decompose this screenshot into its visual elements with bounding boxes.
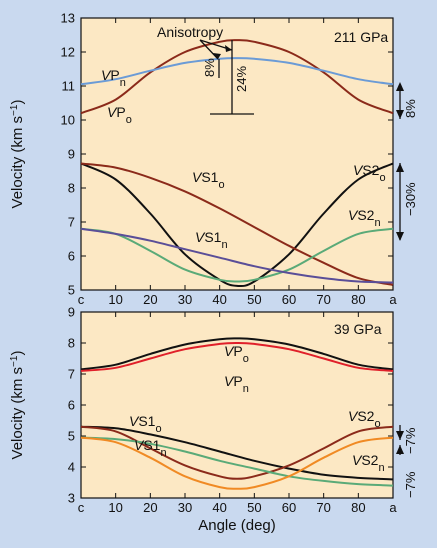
curve-label-top-VS2o: VS2o <box>353 162 386 184</box>
y-tick-label: 5 <box>68 429 75 444</box>
top-x-ticks: c 10 20 30 40 50 60 70 80 a <box>78 18 397 307</box>
x-tick-label: 50 <box>247 292 261 307</box>
anisotropy-arrowhead-a <box>213 53 221 59</box>
curve-labels: VPnVPoVS1oVS2oVS1nVS2nVPoVPnVS1oVS1nVS2o… <box>101 67 386 474</box>
x-tick-label: c <box>78 500 85 515</box>
anisotropy-pct-b: 24% <box>234 66 249 92</box>
x-tick-label: 80 <box>351 292 365 307</box>
series-VPo-line <box>80 39 394 115</box>
x-tick-label: 40 <box>212 292 226 307</box>
curve-label-top-VPo: VPo <box>107 104 132 126</box>
x-tick-label: 30 <box>178 292 192 307</box>
curve-label-bottom-VPn: VPn <box>224 373 249 395</box>
x-tick-label: 20 <box>143 292 157 307</box>
y-tick-label: 8 <box>68 336 75 351</box>
bottom-y-axis-label: Velocity (km s−1) <box>9 351 27 460</box>
series-VS2n-line <box>80 436 394 490</box>
curve-label-bottom-VS1n: VS1n <box>134 437 167 459</box>
curve-label-top-VS1n: VS1n <box>195 229 228 251</box>
y-tick-label: 7 <box>68 215 75 230</box>
x-tick-label: 70 <box>316 500 330 515</box>
anisotropy-label: Anisotropy <box>157 24 223 40</box>
top-pressure-label: 211 GPa <box>334 29 388 45</box>
y-tick-label: 3 <box>68 491 75 506</box>
series-VPn-line <box>80 341 394 372</box>
x-tick-label: 10 <box>108 292 122 307</box>
series-VS2n-line <box>80 227 394 283</box>
bottom-right-pct-1: −7% <box>403 427 418 454</box>
x-tick-label: 80 <box>351 500 365 515</box>
series-VPn-line <box>80 57 394 86</box>
y-tick-label: 5 <box>68 283 75 298</box>
x-tick-label: 20 <box>143 500 157 515</box>
top-right-pct-s: −30% <box>403 182 418 216</box>
top-right-arrowhead-up <box>396 82 404 91</box>
top-series <box>80 39 394 288</box>
curve-label-bottom-VS1o: VS1o <box>129 413 162 435</box>
anisotropy-arrows <box>199 39 254 115</box>
curve-label-bottom-VS2n: VS2n <box>352 452 385 474</box>
series-VS1n-line <box>80 436 394 487</box>
y-tick-label: 6 <box>68 249 75 264</box>
bottom-pressure-label: 39 GPa <box>334 321 382 337</box>
series-VS1o-line <box>80 162 394 286</box>
y-tick-label: 9 <box>68 305 75 320</box>
anisotropy-arrowhead-b <box>225 45 232 52</box>
y-tick-label: 6 <box>68 398 75 413</box>
bottom-panel: 3 4 5 6 7 8 9 Velocity (km s−1) 39 GPa −7% −7% <box>9 305 419 506</box>
x-tick-label: a <box>389 292 397 307</box>
curve-label-top-VPn: VPn <box>101 67 126 89</box>
series-VPo-line <box>80 337 394 371</box>
y-tick-label: 12 <box>61 45 75 60</box>
top-right-pct-p: 8% <box>403 99 418 118</box>
top-y-ticks: 5 6 7 8 9 10 11 12 13 <box>61 11 393 298</box>
x-tick-label: 10 <box>108 500 122 515</box>
bottom-plot-area <box>80 311 394 499</box>
x-tick-label: 70 <box>316 292 330 307</box>
top-right-arrowhead-down <box>396 110 404 119</box>
x-tick-label: 30 <box>178 500 192 515</box>
top-y-axis-label: Velocity (km s−1) <box>9 100 27 209</box>
top-right-arrowhead-s-down <box>396 232 404 241</box>
series-VS1n-line <box>80 227 394 284</box>
y-tick-label: 4 <box>68 460 75 475</box>
curve-label-top-VS2n: VS2n <box>348 207 381 229</box>
bottom-y-ticks: 3 4 5 6 7 8 9 <box>68 305 393 506</box>
x-tick-label: c <box>78 292 85 307</box>
y-tick-label: 11 <box>62 79 76 94</box>
series-VS1o-line <box>80 425 394 481</box>
x-tick-label: 40 <box>212 500 226 515</box>
bottom-right-pct-2: −7% <box>403 471 418 498</box>
y-tick-label: 10 <box>61 113 75 128</box>
x-axis-label: Angle (deg) <box>198 517 276 534</box>
x-tick-label: 50 <box>247 500 261 515</box>
curve-label-top-VS1o: VS1o <box>192 169 225 191</box>
series-VS2o-line <box>80 162 394 288</box>
bottom-series <box>80 337 394 490</box>
x-tick-label: 60 <box>282 500 296 515</box>
top-right-arrowhead-s-up <box>396 163 404 172</box>
x-tick-label: 60 <box>282 292 296 307</box>
bottom-x-ticks: c 10 20 30 40 50 60 70 80 a <box>78 312 397 515</box>
top-plot-area <box>80 17 394 291</box>
curve-label-bottom-VS2o: VS2o <box>348 408 381 430</box>
y-tick-label: 13 <box>61 11 75 26</box>
x-tick-label: a <box>389 500 397 515</box>
curve-label-bottom-VPo: VPo <box>224 343 249 365</box>
anisotropy-pct-a: 8% <box>202 58 217 77</box>
y-tick-label: 8 <box>68 181 75 196</box>
y-tick-label: 7 <box>68 367 75 382</box>
y-tick-label: 9 <box>68 147 75 162</box>
